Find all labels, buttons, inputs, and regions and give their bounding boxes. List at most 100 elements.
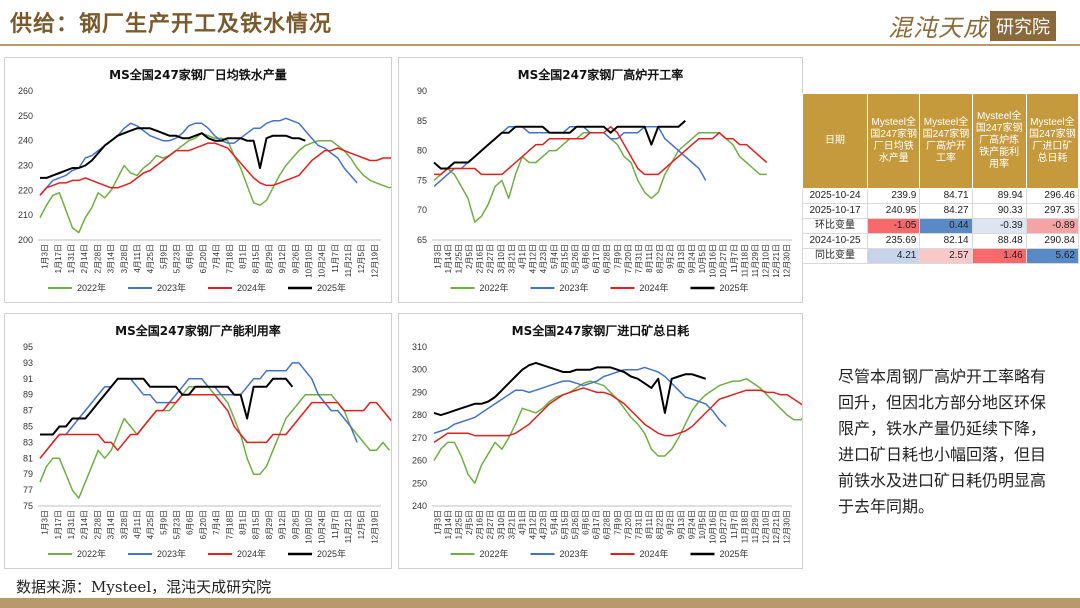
x-tick-label: 5月9日 xyxy=(159,510,168,535)
x-tick-label: 11月7日 xyxy=(331,510,340,539)
table-row: 环比变量 -1.05 0.44 -0.39 -0.89 xyxy=(801,218,1080,234)
x-tick-label: 7月31日 xyxy=(634,510,643,539)
x-tick-label: 11月7日 xyxy=(730,244,739,273)
brand-name: 混沌天成 xyxy=(888,14,988,42)
x-tick-label: 11月21日 xyxy=(344,510,353,543)
chart-title: MS全国247家钢厂进口矿总日耗 xyxy=(512,323,690,338)
x-tick-label: 6月28日 xyxy=(603,244,612,273)
table-cell: 84.71 xyxy=(919,188,973,204)
x-tick-label: 8月11日 xyxy=(645,244,654,273)
x-tick-label: 6月17日 xyxy=(592,510,601,539)
table-row: 同比变量 4.21 2.57 1.46 5.62 xyxy=(801,248,1080,264)
y-tick-label: 220 xyxy=(18,185,33,195)
x-tick-label: 6月6日 xyxy=(186,244,195,269)
y-tick-label: 210 xyxy=(18,210,33,220)
series-line-2023 xyxy=(433,366,727,435)
x-tick-label: 11月29日 xyxy=(751,510,760,543)
x-tick-label: 3月14日 xyxy=(107,244,116,273)
x-tick-label: 4月11日 xyxy=(133,510,142,539)
chart-ore-consumption: MS全国247家钢厂进口矿总日耗 240 250 260 270 280 290 300 310… xyxy=(412,323,802,559)
table-header-ore-consumption: Mysteel全国247家钢厂进口矿总日耗 xyxy=(1025,93,1080,189)
x-tick-label: 4月25日 xyxy=(146,244,155,273)
x-tick-label: 2月5日 xyxy=(465,244,474,269)
y-tick-label: 83 xyxy=(23,437,33,447)
series-line-2025 xyxy=(433,120,686,170)
footer-bar xyxy=(0,598,1080,608)
series-line-2024 xyxy=(39,142,391,196)
y-tick-label: 250 xyxy=(18,111,33,121)
x-tick-label: 7月20日 xyxy=(624,510,633,539)
series-line-2022 xyxy=(39,386,391,499)
table-cell: 89.94 xyxy=(971,188,1027,204)
x-tick-label: 10月5日 xyxy=(698,244,707,273)
chart-panel-furnace-operating-rate: MS全国247家钢厂高炉开工率 65 70 75 80 85 90 1月3日 1月14日 1月25… xyxy=(398,57,803,303)
y-tick-label: 77 xyxy=(23,485,33,495)
x-tick-label: 9月13日 xyxy=(677,244,686,273)
x-tick-label: 9月12日 xyxy=(278,244,287,273)
x-tick-label: 11月21日 xyxy=(344,244,353,277)
y-tick-label: 75 xyxy=(23,501,33,511)
x-tick-label: 5月15日 xyxy=(560,244,569,273)
x-tick-label: 12月5日 xyxy=(357,510,366,539)
table-header-iron-output: Mysteel全国247家钢厂日均铁水产量 xyxy=(867,93,921,189)
x-tick-label: 10月10日 xyxy=(304,510,313,544)
header-divider xyxy=(0,44,1080,46)
x-tick-label: 3月21日 xyxy=(507,244,516,273)
y-tick-label: 230 xyxy=(18,161,33,171)
table-cell: -1.05 xyxy=(867,218,921,234)
x-tick-label: 2月28日 xyxy=(93,510,102,539)
x-tick-label: 1月3日 xyxy=(41,510,50,535)
x-tick-label: 2月16日 xyxy=(476,510,485,539)
commentary-text: 尽管本周钢厂高炉开工率略有回升，但因北方部分地区环保限产，铁水产量仍延续下降，进… xyxy=(838,367,1047,516)
table-cell: 84.27 xyxy=(919,203,973,219)
x-tick-label: 5月26日 xyxy=(571,244,580,273)
x-tick-label: 12月10日 xyxy=(762,244,771,278)
chart-title: MS全国247家钢厂日均铁水产量 xyxy=(109,67,287,82)
x-tick-label: 12月10日 xyxy=(762,510,771,544)
y-tick-label: 310 xyxy=(412,342,427,352)
x-tick-label: 7月9日 xyxy=(613,244,622,269)
x-tick-label: 6月20日 xyxy=(199,244,208,273)
series-line-2024 xyxy=(433,387,802,444)
x-tick-label: 1月14日 xyxy=(444,510,453,539)
legend-label: 2025年 xyxy=(317,282,346,293)
series-line-2024 xyxy=(434,126,768,176)
x-tick-label: 8月22日 xyxy=(656,244,665,273)
chart-panel-capacity-utilization: MS全国247家钢厂产能利用率 75 77 79 81 83 85 87 89 91 93 95 1月3… xyxy=(4,313,392,569)
chart-iron-output: MS全国247家钢厂日均铁水产量 200 210 220 230 240 250 260 1月3… xyxy=(18,67,391,293)
x-tick-label: 4月1日 xyxy=(518,244,527,269)
y-tick-label: 260 xyxy=(18,86,33,96)
table-header-date: 日期 xyxy=(801,93,869,189)
table-header-row: 日期 Mysteel全国247家钢厂日均铁水产量 Mysteel全国247家钢厂… xyxy=(801,93,1080,189)
x-tick-label: 12月30日 xyxy=(783,510,792,544)
x-tick-label: 5月4日 xyxy=(550,510,559,535)
chart-panel-iron-output: MS全国247家钢厂日均铁水产量 200 210 220 230 240 250 260 1月3… xyxy=(4,57,392,303)
x-tick-label: 8月15日 xyxy=(252,510,261,539)
legend-label: 2022年 xyxy=(480,282,509,293)
table-cell: -0.89 xyxy=(1025,218,1080,234)
legend-label: 2023年 xyxy=(157,548,186,559)
x-tick-label: 2月28日 xyxy=(93,244,102,273)
x-tick-label: 5月4日 xyxy=(550,244,559,269)
table-cell: 296.46 xyxy=(1025,188,1080,204)
x-tick-label: 10月10日 xyxy=(304,244,313,278)
x-tick-label: 10月24日 xyxy=(318,510,327,544)
x-tick-label: 12月19日 xyxy=(370,510,379,544)
x-tick-label: 8月29日 xyxy=(265,510,274,539)
legend-label: 2024年 xyxy=(237,548,266,559)
x-tick-label: 10月16日 xyxy=(709,244,718,278)
page-title: 供给：钢厂生产开工及铁水情况 xyxy=(10,11,333,37)
x-tick-label: 1月17日 xyxy=(54,510,63,539)
chart-panel-ore-consumption: MS全国247家钢厂进口矿总日耗 240 250 260 270 280 290 300 310… xyxy=(398,313,803,569)
series-line-2024 xyxy=(39,393,391,459)
y-tick-label: 85 xyxy=(23,422,33,432)
x-tick-label: 12月21日 xyxy=(772,244,781,278)
x-tick-label: 10月24日 xyxy=(318,244,327,278)
y-tick-label: 270 xyxy=(412,433,427,443)
y-tick-label: 90 xyxy=(417,86,427,96)
x-tick-label: 5月26日 xyxy=(571,510,580,539)
x-tick-label: 3月10日 xyxy=(497,510,506,539)
table-cell: 5.62 xyxy=(1025,248,1080,264)
x-tick-label: 1月25日 xyxy=(454,510,463,539)
x-tick-label: 2月16日 xyxy=(476,244,485,273)
